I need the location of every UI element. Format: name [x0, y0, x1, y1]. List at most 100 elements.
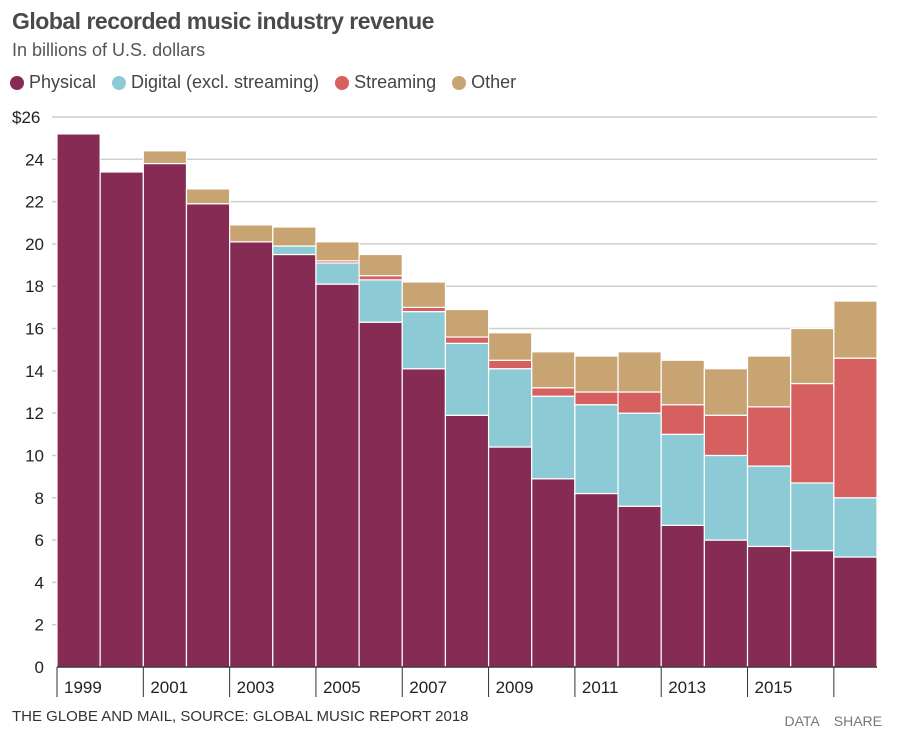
- bar-segment-streaming-2009: [487, 359, 533, 370]
- bar-segment-physical-2009: [487, 446, 533, 668]
- x-tick-label: 2009: [496, 678, 534, 697]
- bar-segment-streaming-2012: [617, 391, 662, 414]
- bar-segment-digital-2014: [703, 454, 749, 541]
- bar-segment-digital-2010: [531, 395, 576, 480]
- bar-segment-digital-2015: [746, 465, 792, 548]
- legend-label: Physical: [29, 72, 97, 92]
- x-tick-label: 2003: [237, 678, 275, 697]
- legend: Physical Digital (excl. streaming) Streami…: [10, 72, 516, 93]
- bar-segment-streaming-2007: [401, 306, 447, 313]
- bar-segment-digital-2016: [790, 482, 835, 552]
- bar-segment-digital-2007: [401, 311, 447, 370]
- bar-segment-digital-2017: [833, 497, 878, 558]
- x-tick-label: 2001: [150, 678, 188, 697]
- bar-segment-physical-2017: [833, 556, 878, 668]
- legend-swatch: [452, 75, 467, 90]
- bar-segment-streaming-2011: [574, 391, 619, 406]
- chart-title: Global recorded music industry revenue: [12, 8, 434, 34]
- legend-swatch: [335, 75, 350, 90]
- bar-segment-digital-2011: [574, 404, 619, 495]
- bar-segment-digital-2004: [272, 245, 317, 256]
- bar-segment-physical-2013: [660, 524, 705, 668]
- bar-segment-physical-2014: [703, 539, 749, 668]
- legend-item: Streaming: [335, 72, 436, 93]
- bar-segment-other-2005: [315, 241, 360, 262]
- share-link[interactable]: SHARE: [833, 713, 882, 729]
- bar-segment-physical-2008: [444, 414, 490, 668]
- x-tick-label: 1999: [64, 678, 102, 697]
- y-tick-label: $26: [12, 108, 40, 127]
- y-tick-label: 12: [25, 404, 44, 423]
- bar-segment-streaming-2008: [444, 336, 490, 344]
- bar-segment-other-2016: [790, 327, 835, 385]
- bar-segment-other-2002: [185, 188, 231, 205]
- bar-segment-other-2013: [660, 359, 705, 406]
- bar-segment-other-2012: [617, 351, 662, 393]
- y-tick-label: 0: [35, 658, 44, 677]
- bar-segment-physical-2004: [272, 253, 317, 668]
- bar-segment-streaming-2006: [358, 275, 403, 281]
- bar-segment-physical-2006: [358, 321, 403, 668]
- bar-segment-physical-1999: [56, 133, 101, 668]
- bar-segment-physical-2012: [617, 505, 662, 668]
- legend-label: Digital (excl. streaming): [131, 72, 320, 92]
- bar-segment-digital-2006: [358, 279, 403, 323]
- bar-segment-streaming-2017: [833, 357, 878, 499]
- bar-segment-streaming-2010: [531, 387, 576, 397]
- bar-segment-physical-2011: [574, 492, 619, 668]
- bar-segment-other-2001: [142, 150, 188, 165]
- y-tick-label: 22: [25, 193, 44, 212]
- chart-subtitle: In billions of U.S. dollars: [12, 40, 206, 60]
- y-tick-label: 4: [35, 573, 44, 592]
- bar-segment-other-2007: [401, 281, 447, 308]
- bar-segment-physical-2000: [99, 171, 144, 668]
- x-tick-label: 2011: [582, 678, 619, 697]
- bar-segment-physical-2016: [790, 550, 835, 668]
- y-tick-label: 16: [25, 320, 44, 339]
- bar-segment-other-2004: [272, 226, 317, 247]
- bar-segment-digital-2005: [315, 262, 360, 285]
- bar-segment-other-2003: [229, 224, 274, 243]
- footer-links: DATA SHARE: [785, 713, 883, 729]
- bar-segment-other-2010: [531, 351, 576, 389]
- legend-swatch: [10, 75, 24, 90]
- bar-segment-other-2008: [444, 308, 490, 338]
- y-tick-label: 24: [25, 150, 44, 169]
- bar-segment-physical-2001: [142, 162, 188, 668]
- bar-segment-other-2015: [746, 355, 792, 408]
- bar-segment-digital-2009: [487, 368, 533, 448]
- bar-segment-streaming-2016: [790, 382, 835, 484]
- x-tick-label: 2005: [323, 678, 361, 697]
- bar-segment-physical-2005: [315, 283, 360, 668]
- y-tick-label: 8: [35, 489, 44, 508]
- legend-item: Physical: [10, 72, 96, 93]
- bar-segment-physical-2010: [531, 478, 576, 668]
- y-tick-label: 6: [35, 531, 44, 550]
- legend-label: Streaming: [354, 72, 437, 92]
- legend-item: Other: [452, 72, 516, 93]
- bar-segment-streaming-2014: [703, 414, 749, 457]
- bar-segment-digital-2008: [444, 342, 490, 416]
- bar-segment-physical-2002: [185, 203, 231, 668]
- legend-swatch: [112, 75, 127, 90]
- legend-item: Digital (excl. streaming): [112, 72, 319, 93]
- bar-segment-streaming-2015: [746, 406, 792, 467]
- data-link[interactable]: DATA: [784, 713, 820, 729]
- y-tick-label: 10: [25, 446, 44, 465]
- y-tick-label: 18: [25, 277, 44, 296]
- bar-segment-other-2017: [833, 300, 878, 359]
- x-tick-label: 2013: [668, 678, 706, 697]
- x-tick-label: 2007: [409, 678, 447, 697]
- bar-segment-physical-2015: [746, 545, 792, 668]
- bar-segment-physical-2007: [401, 368, 447, 668]
- bar-segment-digital-2013: [660, 433, 705, 526]
- bar-segment-streaming-2013: [660, 404, 705, 435]
- y-tick-label: 20: [25, 235, 44, 254]
- bar-segment-physical-2003: [229, 241, 274, 668]
- bar-segment-other-2014: [703, 368, 749, 416]
- x-tick-label: 2015: [755, 678, 793, 697]
- legend-label: Other: [471, 72, 517, 92]
- source-note: THE GLOBE AND MAIL, SOURCE: GLOBAL MUSIC…: [12, 708, 469, 725]
- bar-segment-digital-2012: [617, 412, 662, 507]
